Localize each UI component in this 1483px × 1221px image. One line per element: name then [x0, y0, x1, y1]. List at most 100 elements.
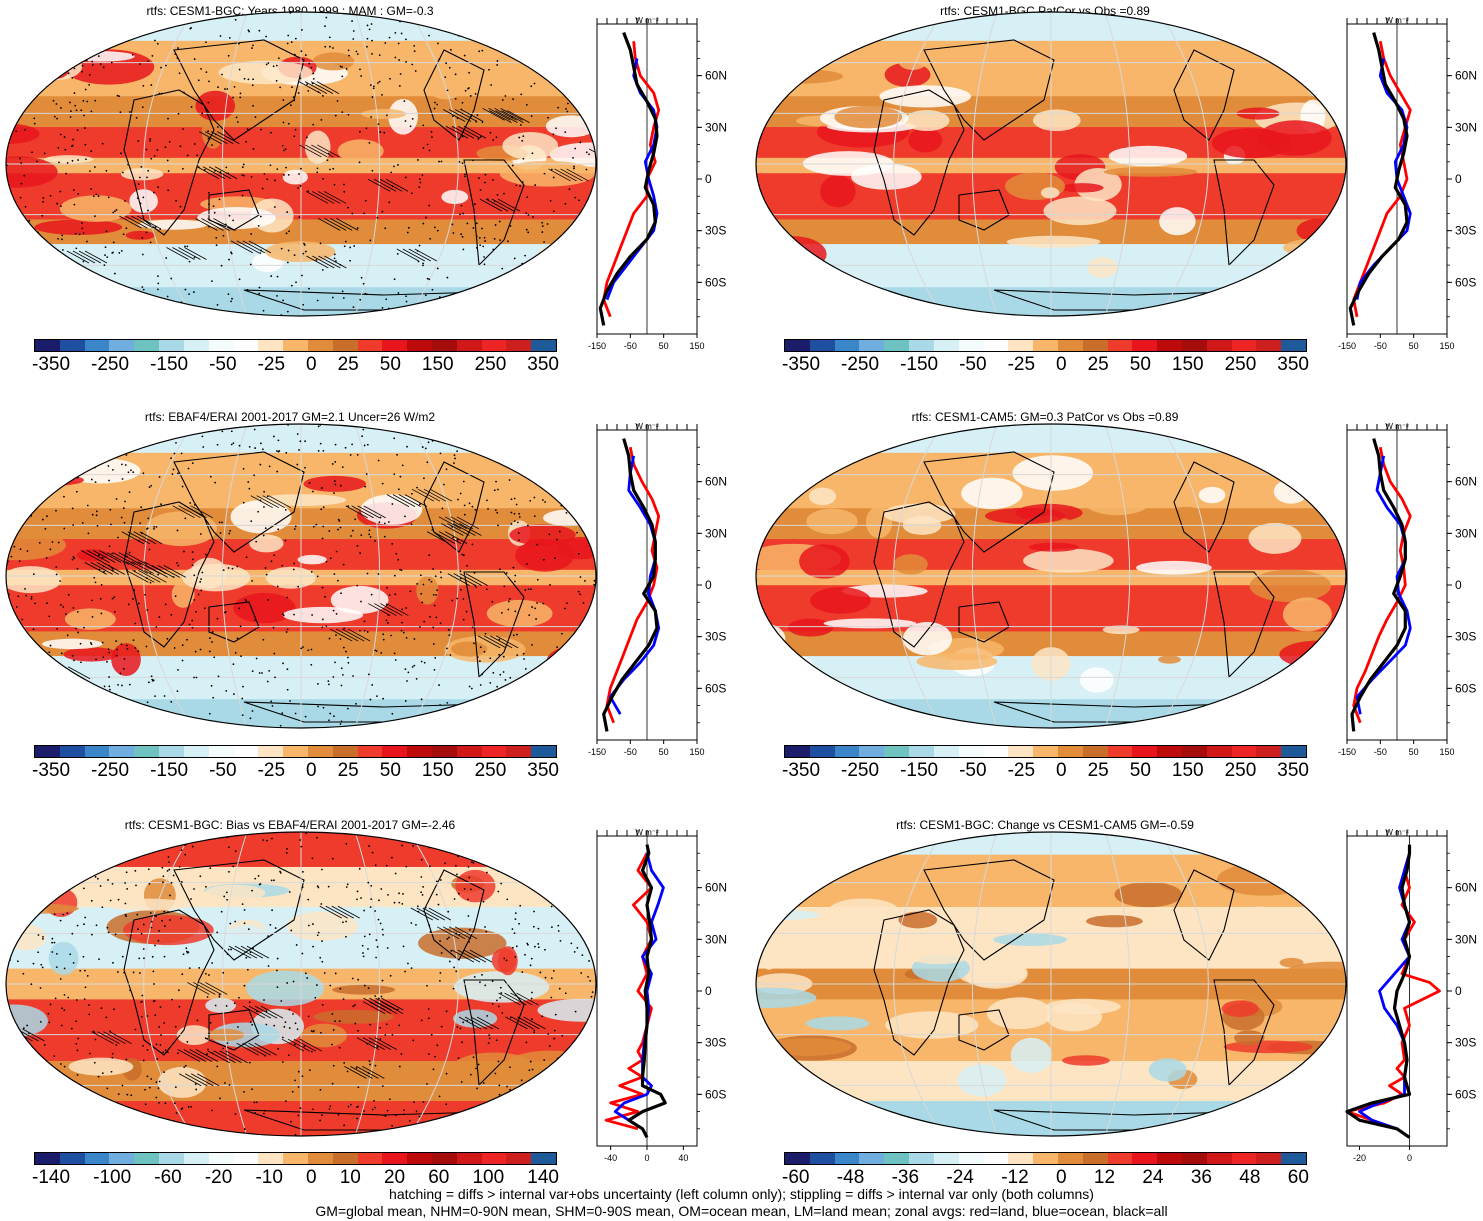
stipple-dot [369, 1023, 372, 1026]
stipple-dot [71, 159, 74, 162]
stipple-dot [193, 888, 195, 890]
stipple-dot [109, 899, 112, 902]
stipple-dot [329, 168, 331, 171]
stipple-dot [193, 58, 196, 60]
stipple-dot [52, 256, 55, 259]
coastline [1173, 49, 1235, 141]
stipple-dot [364, 485, 367, 488]
hatch-line [298, 81, 322, 94]
hatch-line [250, 495, 273, 509]
stipple-dot [69, 953, 72, 956]
hatch-line [208, 166, 232, 180]
stipple-dot [113, 596, 116, 599]
stipple-dot [354, 1004, 356, 1006]
stipple-dot [346, 883, 349, 886]
stipple-dot [506, 1123, 508, 1126]
stipple-dot [216, 304, 219, 306]
stipple-dot [273, 435, 275, 438]
longitude-gridline [893, 832, 944, 1136]
field-blob [902, 621, 952, 656]
stipple-dot [208, 80, 210, 83]
stipple-dot [365, 127, 368, 130]
stipple-dot [345, 935, 347, 938]
hatch-line [178, 247, 201, 260]
hatch-line [374, 1037, 398, 1050]
stipple-dot [474, 848, 477, 851]
stipple-dot [498, 220, 501, 223]
stipple-dot [426, 984, 428, 987]
stipple-dot [288, 891, 291, 893]
stipple-dot [208, 650, 211, 653]
stipple-dot [246, 728, 248, 730]
stipple-dot [416, 15, 419, 18]
stipple-dot [366, 631, 369, 633]
stipple-dot [343, 1124, 346, 1127]
stipple-dot [119, 727, 121, 728]
stipple-dot [73, 92, 76, 94]
stipple-dot [123, 521, 126, 524]
stipple-dot [512, 453, 515, 455]
stipple-dot [107, 1135, 110, 1136]
colorbar-tick-label: -60 [782, 1167, 810, 1188]
stipple-dot [115, 208, 118, 211]
hatch-line [464, 1016, 488, 1030]
stipple-dot [148, 486, 151, 489]
stipple-dot [194, 610, 197, 613]
stipple-dot [209, 14, 212, 17]
stipple-dot [284, 148, 287, 150]
stipple-dot [496, 511, 499, 514]
zonal-series-all [627, 844, 667, 1139]
stipple-dot [526, 942, 529, 945]
stipple-dot [216, 617, 219, 620]
stipple-dot [280, 1136, 282, 1138]
stipple-dot [421, 601, 424, 604]
stipple-dot [410, 523, 413, 526]
stipple-dot [397, 42, 400, 45]
stipple-dot [448, 960, 451, 963]
stipple-dot [57, 237, 59, 240]
stipple-dot [249, 1021, 252, 1024]
stipple-dot [433, 840, 436, 843]
stipple-dot [236, 565, 239, 568]
stipple-dot [60, 205, 62, 208]
stipple-dot [356, 53, 359, 56]
lat-label: 30S [1455, 224, 1476, 238]
stipple-dot [20, 233, 23, 236]
stipple-dot [9, 632, 12, 634]
colorbar-tick-label: 50 [379, 354, 401, 375]
stipple-dot [409, 590, 412, 593]
stipple-dot [254, 1112, 257, 1114]
colorbar-swatch [382, 746, 408, 757]
stipple-dot [67, 57, 69, 60]
stipple-dot [346, 1070, 349, 1073]
stipple-dot [211, 280, 213, 283]
stipple-dot [579, 141, 582, 144]
stipple-dot [144, 593, 146, 596]
stipple-dot [251, 1023, 254, 1026]
stipple-dot [365, 473, 368, 475]
stipple-dot [484, 632, 487, 635]
stipple-dot [56, 627, 59, 630]
colorbar-tick-label: -24 [946, 1167, 974, 1188]
stipple-dot [18, 1132, 21, 1135]
hatch-line [112, 552, 136, 565]
hatch-line [375, 997, 398, 1011]
stipple-dot [141, 236, 144, 239]
stipple-dot [128, 551, 131, 554]
stipple-dot [588, 612, 591, 615]
stipple-dot [375, 956, 377, 959]
stipple-dot [184, 1064, 187, 1067]
stipple-dot [273, 554, 276, 557]
coastline [1213, 571, 1275, 679]
stipple-dot [340, 720, 343, 723]
stipple-dot [383, 522, 386, 525]
stipple-dot [61, 249, 64, 251]
stipple-dot [374, 1064, 377, 1067]
stipple-dot [359, 552, 362, 554]
stipple-dot [545, 1091, 547, 1094]
stipple-dot [251, 1088, 253, 1091]
stipple-dot [174, 53, 177, 56]
stipple-dot [108, 545, 111, 548]
coastline [173, 859, 305, 961]
stipple-dot [14, 113, 17, 116]
